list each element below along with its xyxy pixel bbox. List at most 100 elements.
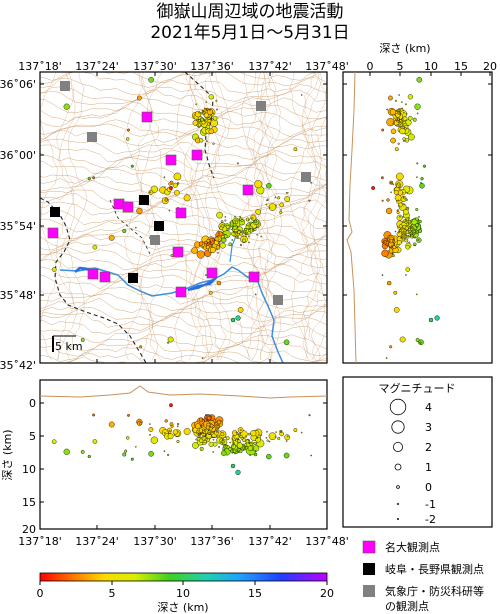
depth-event-marker [392,122,395,125]
lon-label-top-5: 137˚42' [248,60,292,73]
depth-event-marker [401,107,404,110]
depth-colorbar: 0 5 10 15 20 深さ (km) [37,572,334,614]
depth-event-marker [402,137,406,141]
depth-event-marker [382,241,385,244]
xs-event-marker [205,419,208,421]
depth-event-marker [419,227,422,230]
map-event-marker [217,230,220,233]
depth-event-marker [386,117,395,127]
river-tributary [229,235,237,263]
depth-latitude-panel: 深さ (km) 0 5 10 15 20 [342,42,497,364]
depth-event-marker [407,217,410,220]
legend-jma-nied-stations-line2: の観測点 [385,599,429,613]
depth-event-marker [404,238,409,243]
xs-event-marker [195,423,201,430]
map-event-marker [275,204,277,207]
depth-event-marker [410,219,413,222]
map-event-marker [237,307,244,313]
map-event-marker [196,123,199,127]
xs-event-marker [211,431,214,434]
map-event-marker [245,225,250,230]
xs-event-marker [231,438,233,440]
map-title: 御嶽山周辺域の地震活動 [156,2,344,22]
gifu-nagano-station-marker [154,221,164,231]
xs-event-marker [148,427,154,432]
depth-event-marker [398,186,401,189]
depth-event-marker [399,229,402,232]
map-event-marker [202,246,205,248]
depth-event-marker [389,108,397,116]
map-event-marker [251,228,254,231]
depth-tick-5: 5 [397,60,404,73]
depth-event-marker [397,182,401,186]
map-event-marker [235,231,238,234]
map-event-marker [308,199,311,202]
map-event-marker [240,244,242,247]
nagoya-station-marker [191,149,203,161]
xs-event-marker [163,432,166,434]
xs-event-marker [240,436,244,440]
xs-event-marker [244,445,247,448]
depth-event-marker [390,191,392,194]
map-event-marker [215,99,218,102]
map-event-marker [225,224,230,229]
xs-event-marker [220,432,225,437]
map-event-marker [254,293,257,296]
nagoya-station-marker [248,271,260,283]
xs-event-marker [250,430,257,437]
xs-event-marker [244,443,248,447]
depth-event-marker [403,140,405,142]
depth-event-marker [402,111,405,114]
depth-event-marker [390,182,393,185]
lon-label-top-1: 137˚18' [18,60,62,73]
nagoya-station-marker [87,268,99,280]
depth-event-marker [387,280,392,286]
xs-event-marker [205,434,208,437]
map-event-marker [239,215,241,218]
gifu-nagano-station-marker [128,273,138,283]
colorbar-tick-5: 5 [109,587,116,600]
depth-event-marker [409,235,412,237]
depth-event-marker [399,128,406,135]
xs-event-marker [195,438,198,441]
map-event-marker [215,245,220,250]
depth-event-marker [392,183,395,186]
xs-lon-5: 137˚42' [248,535,292,548]
xs-event-marker [247,432,251,436]
map-event-marker [172,182,178,188]
magnitude-label-m1: -1 [425,498,436,511]
xs-event-marker [283,452,290,459]
xs-event-marker [134,445,137,448]
xs-event-marker [280,430,282,433]
depth-event-marker [387,95,393,101]
map-event-marker [214,236,220,242]
map-event-marker [229,221,231,224]
depth-event-marker [414,103,421,110]
xs-event-marker [215,428,218,431]
depth-event-marker [415,231,417,233]
xs-event-marker [167,433,174,440]
depth-event-marker [398,231,400,234]
xs-event-marker [234,452,236,455]
map-event-marker [63,103,70,110]
map-event-marker [265,203,268,206]
depth-event-marker [404,226,409,231]
cross-section-markers [51,403,313,476]
xs-event-marker [204,429,207,432]
map-event-marker [219,226,224,231]
xs-event-marker [284,434,291,441]
nagoya-station-marker [165,154,177,166]
depth-event-marker [408,241,411,244]
depth-event-marker [401,232,404,235]
map-event-marker [247,235,250,238]
depth-event-marker [428,317,434,323]
map-event-marker [205,101,208,103]
colorbar-tick-10: 10 [176,587,190,600]
xs-event-marker [176,440,180,444]
map-event-marker [212,142,215,145]
map-event-marker [284,196,291,202]
depth-event-marker [405,198,408,201]
map-event-marker [148,189,154,195]
xs-event-marker [220,450,227,456]
depth-event-marker [417,239,420,241]
